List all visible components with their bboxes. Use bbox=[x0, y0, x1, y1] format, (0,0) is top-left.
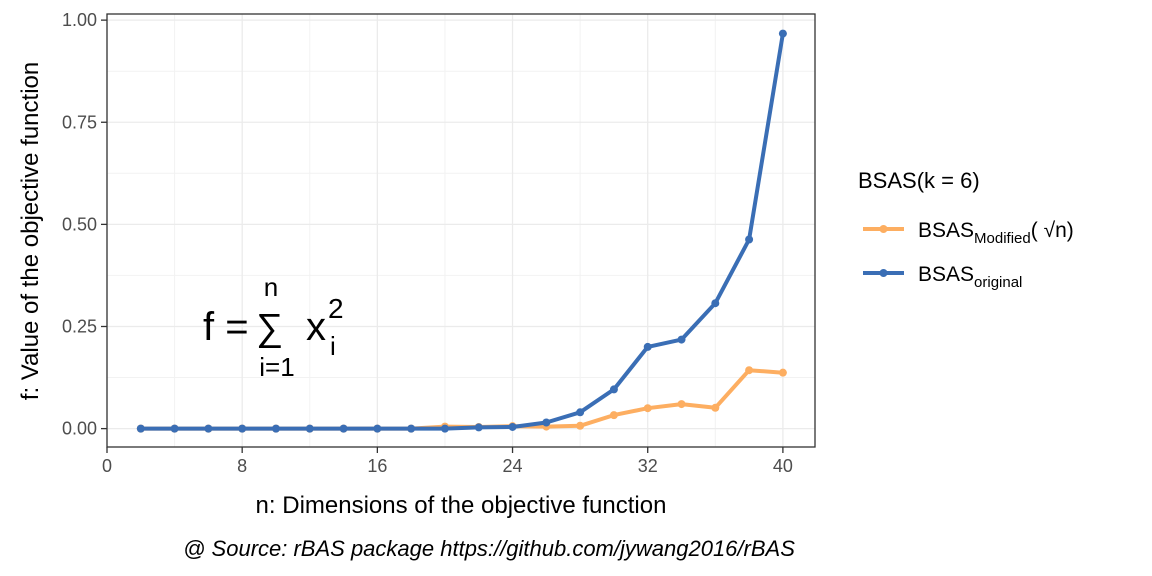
y-tick-label: 1.00 bbox=[62, 10, 97, 30]
legend-label-modified-sqrt: √ bbox=[1044, 219, 1056, 242]
data-point bbox=[238, 424, 247, 433]
x-tick-label: 0 bbox=[102, 456, 112, 476]
minor-gridlines bbox=[107, 14, 815, 447]
data-point bbox=[711, 403, 720, 412]
data-point bbox=[643, 404, 652, 413]
legend-point-modified bbox=[879, 225, 888, 233]
data-point bbox=[271, 424, 280, 433]
data-point bbox=[204, 424, 213, 433]
formula-upper-limit: n bbox=[264, 272, 278, 302]
x-tick-label: 24 bbox=[503, 456, 523, 476]
legend-label-modified-sub: Modified bbox=[974, 230, 1031, 247]
formula-sum-symbol: ∑ bbox=[256, 307, 283, 349]
formula-annotation: f = ∑ n i=1 x i 2 bbox=[203, 272, 344, 382]
formula-lower-limit: i=1 bbox=[259, 352, 294, 382]
legend-label-modified-base: BSAS bbox=[918, 219, 974, 242]
plot-panel-border bbox=[106, 13, 816, 448]
legend-title: BSAS(k = 6) bbox=[858, 168, 980, 193]
x-tick-label: 16 bbox=[367, 456, 387, 476]
formula-variable: x bbox=[306, 305, 326, 349]
data-point bbox=[440, 424, 449, 433]
formula-superscript: 2 bbox=[328, 293, 344, 324]
series-layer bbox=[136, 29, 787, 433]
formula-subscript: i bbox=[330, 331, 336, 361]
legend-key-modified bbox=[863, 225, 904, 233]
legend-label-modified-arg: n bbox=[1055, 219, 1067, 242]
legend-key-original bbox=[863, 269, 904, 277]
source-caption: @ Source: rBAS package https://github.co… bbox=[183, 536, 795, 561]
data-point bbox=[778, 368, 787, 377]
y-tick-label: 0.50 bbox=[62, 214, 97, 234]
legend-label-original-sub: original bbox=[974, 274, 1022, 291]
data-point bbox=[778, 29, 787, 38]
data-point bbox=[407, 424, 416, 433]
legend: BSAS(k = 6) BSASModified( √n) BSASorigin… bbox=[858, 168, 1074, 291]
data-point bbox=[576, 421, 585, 430]
data-point bbox=[542, 418, 551, 427]
legend-label-original: BSASoriginal bbox=[918, 263, 1022, 291]
legend-label-original-base: BSAS bbox=[918, 263, 974, 286]
data-point bbox=[136, 424, 145, 433]
y-axis: 0.00 0.25 0.50 0.75 1.00 bbox=[62, 10, 107, 439]
formula-lhs: f = bbox=[203, 305, 249, 349]
major-gridlines bbox=[106, 14, 815, 447]
data-point bbox=[339, 424, 348, 433]
series-modified bbox=[136, 366, 787, 433]
data-point bbox=[609, 411, 618, 420]
data-point bbox=[643, 342, 652, 351]
legend-label-modified-close: ) bbox=[1067, 219, 1074, 242]
y-tick-label: 0.25 bbox=[62, 316, 97, 336]
data-point bbox=[745, 235, 754, 244]
series-line bbox=[138, 368, 785, 431]
x-axis-title: n: Dimensions of the objective function bbox=[256, 492, 667, 519]
y-tick-label: 0.75 bbox=[62, 112, 97, 132]
data-point bbox=[474, 423, 483, 432]
y-axis-title: f: Value of the objective function bbox=[17, 62, 44, 400]
data-point bbox=[373, 424, 382, 433]
y-tick-label: 0.00 bbox=[62, 419, 97, 439]
data-point bbox=[305, 424, 314, 433]
data-point bbox=[677, 400, 686, 409]
x-axis: 0 8 16 24 32 40 bbox=[102, 447, 793, 476]
data-point bbox=[677, 335, 686, 344]
legend-label-modified: BSASModified( √n) bbox=[918, 219, 1074, 247]
x-tick-label: 8 bbox=[237, 456, 247, 476]
legend-point-original bbox=[879, 269, 888, 277]
data-point bbox=[170, 424, 179, 433]
data-point bbox=[609, 385, 618, 394]
legend-label-modified-paren: ( bbox=[1031, 219, 1044, 242]
x-tick-label: 32 bbox=[638, 456, 658, 476]
data-point bbox=[745, 366, 754, 375]
series-original bbox=[136, 29, 787, 433]
data-point bbox=[508, 422, 517, 431]
series-line bbox=[138, 31, 785, 431]
data-point bbox=[711, 299, 720, 308]
data-point bbox=[576, 408, 585, 417]
x-tick-label: 40 bbox=[773, 456, 793, 476]
